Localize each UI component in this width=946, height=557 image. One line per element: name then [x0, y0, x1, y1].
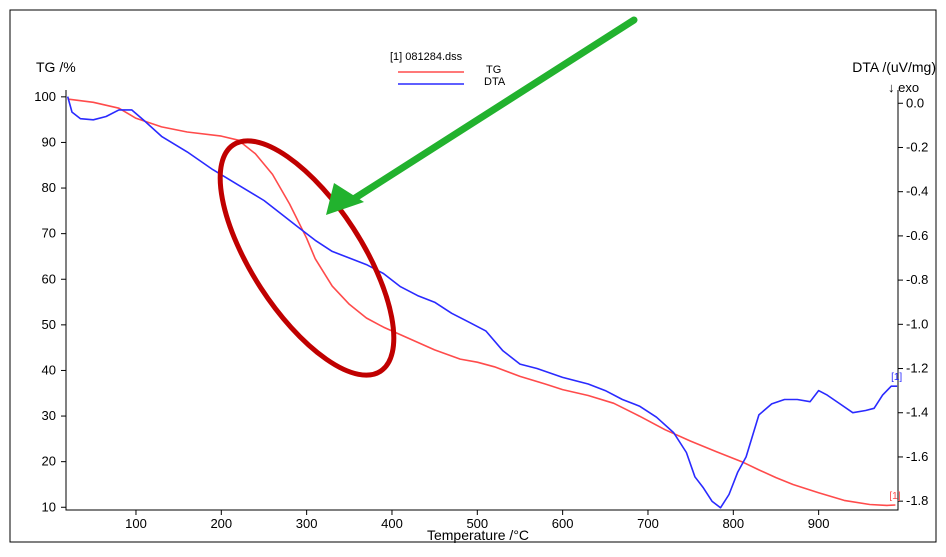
y-right-tick-label: -1.4 — [906, 405, 928, 420]
y-right-axis-title: DTA /(uV/mg) — [852, 59, 936, 75]
legend-title: [1] 081284.dss — [390, 51, 463, 63]
y-right-tick-label: -1.2 — [906, 361, 928, 376]
y-left-tick-label: 20 — [42, 454, 56, 469]
y-right-tick-label: -1.8 — [906, 493, 928, 508]
y-left-tick-label: 90 — [42, 134, 56, 149]
y-left-tick-label: 10 — [42, 499, 56, 514]
y-left-axis-title: TG /% — [36, 59, 76, 75]
dta-end-label: [1] — [891, 372, 902, 383]
y-left-tick-label: 30 — [42, 408, 56, 423]
x-tick-label: 500 — [466, 516, 488, 531]
x-tick-label: 800 — [722, 516, 744, 531]
y-right-tick-label: 0.0 — [906, 95, 924, 110]
legend-tg-label: TG — [486, 64, 501, 76]
x-tick-label: 200 — [210, 516, 232, 531]
y-left-tick-label: 80 — [42, 180, 56, 195]
x-tick-label: 900 — [808, 516, 830, 531]
y-right-tick-label: -0.6 — [906, 228, 928, 243]
x-tick-label: 300 — [296, 516, 318, 531]
y-left-tick-label: 50 — [42, 317, 56, 332]
y-left-tick-label: 60 — [42, 271, 56, 286]
y-right-tick-label: -0.2 — [906, 139, 928, 154]
y-right-axis-subtitle: ↓ exo — [888, 80, 919, 95]
x-tick-label: 700 — [637, 516, 659, 531]
y-left-tick-label: 100 — [34, 89, 56, 104]
figure-frame — [10, 10, 936, 542]
y-right-tick-label: -1.6 — [906, 449, 928, 464]
y-right-tick-label: -1.0 — [906, 316, 928, 331]
legend-dta-label: DTA — [484, 76, 506, 88]
x-tick-label: 600 — [552, 516, 574, 531]
y-right-tick-label: -0.4 — [906, 184, 928, 199]
x-tick-label: 400 — [381, 516, 403, 531]
x-tick-label: 100 — [125, 516, 147, 531]
y-right-tick-label: -0.8 — [906, 272, 928, 287]
y-left-tick-label: 40 — [42, 362, 56, 377]
y-left-tick-label: 70 — [42, 226, 56, 241]
tg-end-label: [1] — [889, 491, 900, 502]
